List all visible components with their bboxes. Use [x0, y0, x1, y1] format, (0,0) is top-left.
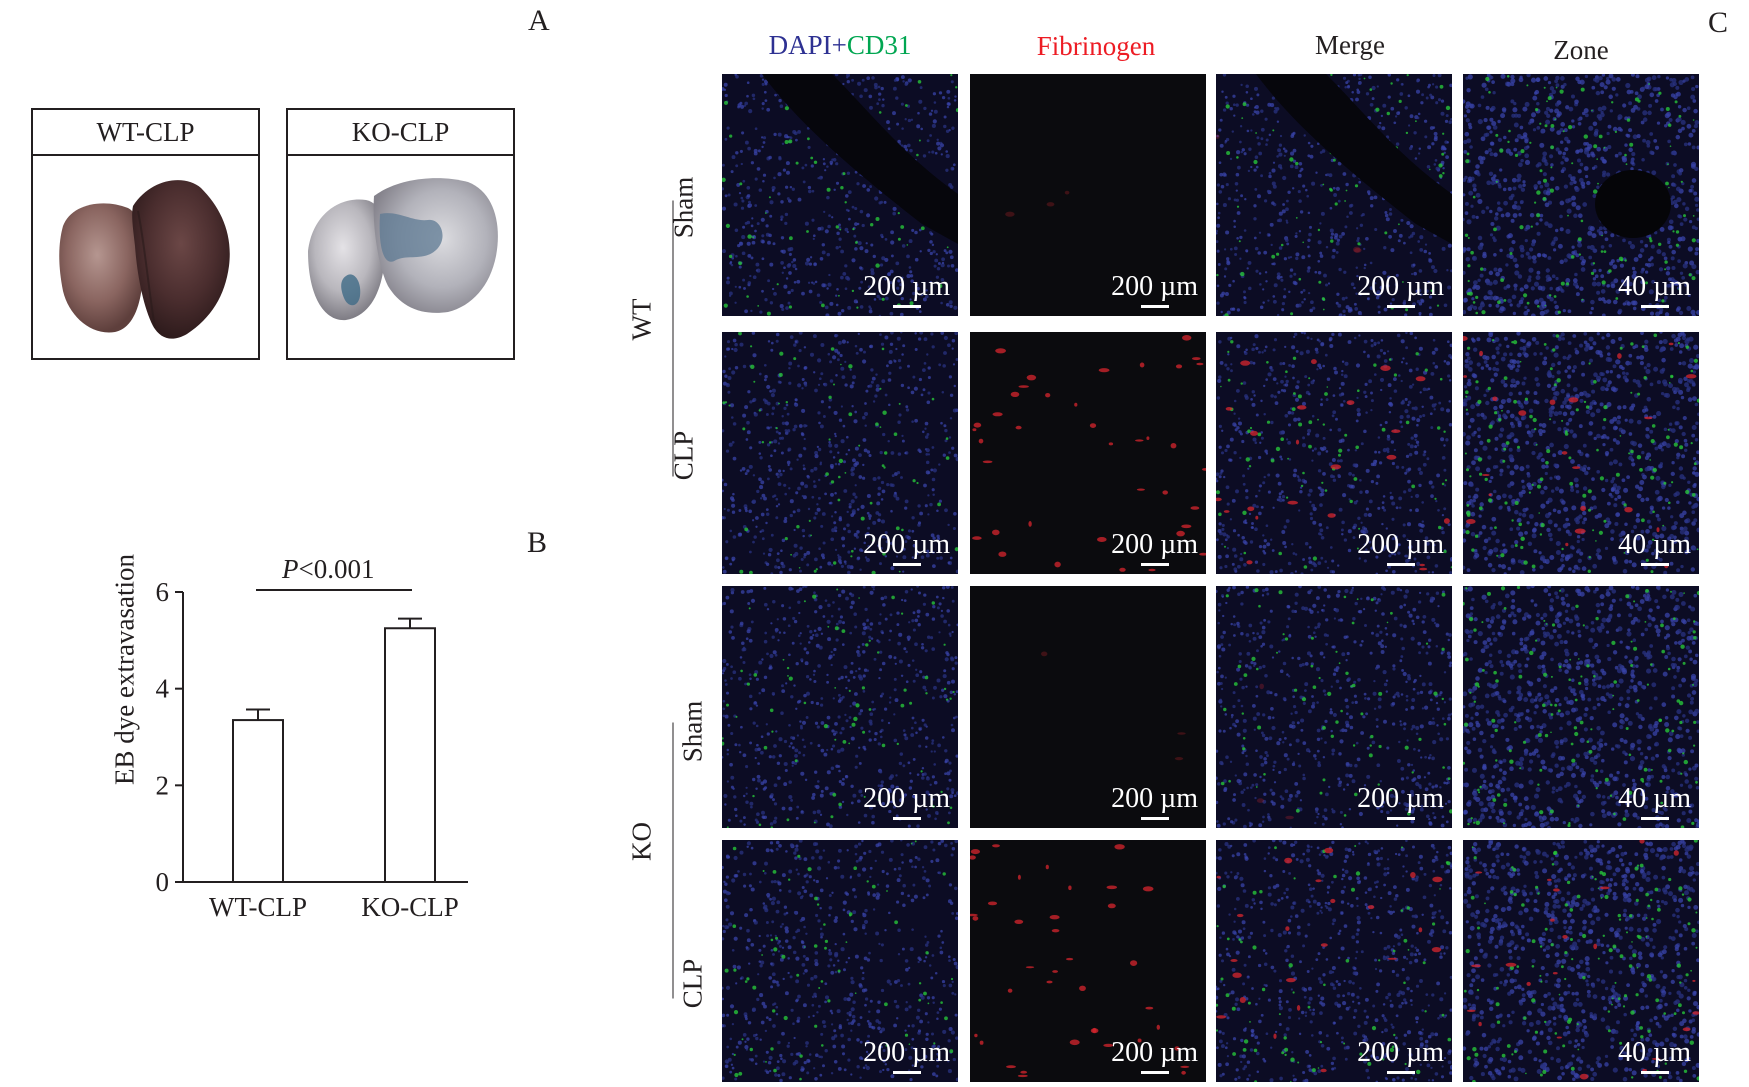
- micrograph-wt-sham-merge: 200 µm: [1216, 74, 1452, 316]
- row-group-ko: KO: [626, 822, 657, 861]
- organ-label-wt-clp: WT-CLP: [33, 110, 258, 156]
- scale-label: 200 µm: [1357, 529, 1444, 560]
- scale-bar: 40 µm: [1618, 783, 1691, 820]
- col-header-dapi: DAPI: [768, 30, 832, 60]
- scale-line: [1140, 563, 1169, 566]
- scale-line: [1640, 817, 1669, 820]
- significance-value: <0.001: [298, 554, 375, 584]
- scale-line: [892, 817, 921, 820]
- micrograph-wt-clp-merge: 200 µm: [1216, 332, 1452, 574]
- scale-label: 200 µm: [863, 529, 950, 560]
- scale-label: 40 µm: [1618, 529, 1691, 560]
- panel-letter-b: B: [527, 526, 548, 559]
- scale-label: 200 µm: [1357, 1037, 1444, 1068]
- col-header-zone: Zone: [1553, 35, 1609, 65]
- micrograph-ko-clp-merge: 200 µm: [1216, 840, 1452, 1082]
- scale-line: [1140, 1071, 1169, 1074]
- micrograph-wt-sham-fibrinogen: 200 µm: [970, 74, 1206, 316]
- scale-label: 200 µm: [1357, 271, 1444, 302]
- scale-bar: 200 µm: [1357, 1037, 1444, 1074]
- micrograph-ko-clp-fibrinogen: 200 µm: [970, 840, 1206, 1082]
- col-header-cd31: CD31: [846, 30, 912, 60]
- micrograph-wt-sham-zone: 40 µm: [1463, 74, 1699, 316]
- bar-chart: 0 2 4 6 WT-CLP KO-CLP: [156, 577, 468, 922]
- scale-bar: 200 µm: [1111, 783, 1198, 820]
- scale-bar: 200 µm: [1111, 1037, 1198, 1074]
- micrograph-ko-sham-merge: 200 µm: [1216, 586, 1452, 828]
- col-header-dapi-cd31: DAPI+CD31: [722, 30, 958, 61]
- scale-label: 40 µm: [1618, 783, 1691, 814]
- scale-bar: 200 µm: [1111, 529, 1198, 566]
- organ-label-ko-clp: KO-CLP: [288, 110, 513, 156]
- micrograph-wt-clp-zone: 40 µm: [1463, 332, 1699, 574]
- scale-label: 200 µm: [863, 783, 950, 814]
- x-tick-label: WT-CLP: [209, 892, 307, 922]
- scale-bar: 40 µm: [1618, 529, 1691, 566]
- scale-bar: 200 µm: [1357, 271, 1444, 308]
- col-header-plus: +: [831, 30, 847, 60]
- scale-label: 200 µm: [863, 271, 950, 302]
- scale-label: 40 µm: [1618, 1037, 1691, 1068]
- panel-letter-c: C: [1708, 6, 1729, 39]
- micrograph-ko-sham-fibrinogen: 200 µm: [970, 586, 1206, 828]
- micrograph-ko-clp-zone: 40 µm: [1463, 840, 1699, 1082]
- micrograph-wt-clp-dapi-cd31: 200 µm: [722, 332, 958, 574]
- scale-bar: 40 µm: [1618, 1037, 1691, 1074]
- scale-label: 200 µm: [863, 1037, 950, 1068]
- scale-label: 200 µm: [1111, 1037, 1198, 1068]
- scale-line: [1386, 305, 1415, 308]
- significance-annotation: P<0.001: [282, 554, 374, 585]
- scale-line: [1140, 305, 1169, 308]
- scale-bar: 200 µm: [863, 783, 950, 820]
- scale-line: [1386, 817, 1415, 820]
- scale-label: 200 µm: [1357, 783, 1444, 814]
- scale-line: [1640, 1071, 1669, 1074]
- significance-p: P: [282, 554, 299, 584]
- panel-letter-a: A: [528, 4, 550, 37]
- scale-bar: 200 µm: [1357, 783, 1444, 820]
- scale-label: 200 µm: [1111, 783, 1198, 814]
- row-label-ko-sham: Sham: [677, 700, 708, 763]
- micrograph-ko-sham-zone: 40 µm: [1463, 586, 1699, 828]
- scale-bar: 200 µm: [1357, 529, 1444, 566]
- y-tick-label: 4: [156, 674, 170, 704]
- scale-bar: 40 µm: [1618, 271, 1691, 308]
- y-tick-label: 0: [156, 867, 170, 897]
- scale-line: [1640, 563, 1669, 566]
- scale-line: [1386, 563, 1415, 566]
- organ-box-wt-clp: WT-CLP: [31, 108, 260, 360]
- scale-line: [892, 305, 921, 308]
- organ-photo-wt-clp: [33, 156, 258, 356]
- scale-bar: 200 µm: [863, 271, 950, 308]
- y-tick-label: 6: [156, 577, 170, 607]
- organ-box-ko-clp: KO-CLP: [286, 108, 515, 360]
- scale-bar: 200 µm: [1111, 271, 1198, 308]
- row-label-ko-clp: CLP: [677, 958, 708, 1009]
- col-header-merge: Merge: [1315, 30, 1385, 60]
- organ-photo-ko-clp: [288, 156, 513, 356]
- bar: [384, 627, 436, 883]
- scale-bar: 200 µm: [863, 1037, 950, 1074]
- scale-label: 200 µm: [1111, 271, 1198, 302]
- scale-line: [1386, 1071, 1415, 1074]
- col-header-fibrinogen: Fibrinogen: [1036, 31, 1156, 61]
- micrograph-wt-sham-dapi-cd31: 200 µm: [722, 74, 958, 316]
- bar: [232, 719, 284, 883]
- micrograph-ko-sham-dapi-cd31: 200 µm: [722, 586, 958, 828]
- group-bracket-ko: [672, 722, 674, 999]
- x-tick-label: KO-CLP: [361, 892, 459, 922]
- scale-line: [892, 1071, 921, 1074]
- scale-line: [1640, 305, 1669, 308]
- micrograph-wt-clp-fibrinogen: 200 µm: [970, 332, 1206, 574]
- scale-bar: 200 µm: [863, 529, 950, 566]
- scale-label: 200 µm: [1111, 529, 1198, 560]
- scale-label: 40 µm: [1618, 271, 1691, 302]
- scale-line: [892, 563, 921, 566]
- scale-line: [1140, 817, 1169, 820]
- micrograph-ko-clp-dapi-cd31: 200 µm: [722, 840, 958, 1082]
- group-bracket-wt: [672, 200, 674, 477]
- row-group-wt: WT: [626, 298, 657, 341]
- y-tick-label: 2: [156, 770, 170, 800]
